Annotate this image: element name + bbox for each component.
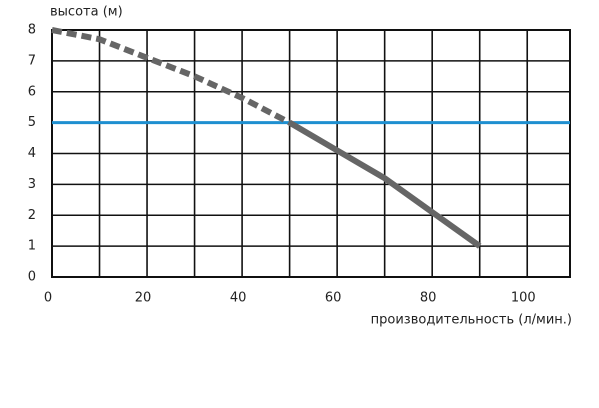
y-tick-label: 7 — [28, 53, 36, 68]
y-tick-label: 3 — [28, 177, 36, 192]
y-tick-label: 2 — [28, 208, 36, 223]
y-tick-label: 1 — [28, 239, 36, 254]
line-series — [288, 120, 482, 249]
y-tick-label: 8 — [28, 23, 36, 38]
y-tick-label: 6 — [28, 84, 36, 99]
y-tick-label: 5 — [28, 115, 36, 130]
x-tick-label: 40 — [230, 291, 247, 306]
line-series — [51, 27, 291, 126]
x-tick-label: 80 — [420, 291, 437, 306]
x-tick-label: 0 — [44, 291, 52, 306]
y-tick-label: 4 — [28, 146, 36, 161]
x-tick-label: 60 — [325, 291, 342, 306]
y-axis-label: высота (м) — [50, 5, 123, 20]
x-tick-label: 20 — [135, 291, 152, 306]
y-tick-label: 0 — [28, 270, 36, 285]
x-tick-label: 100 — [511, 291, 536, 306]
x-axis-label: производительность (л/мин.) — [371, 313, 572, 328]
